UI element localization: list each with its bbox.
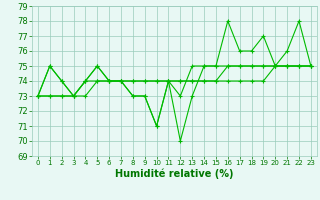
X-axis label: Humidité relative (%): Humidité relative (%) bbox=[115, 169, 234, 179]
